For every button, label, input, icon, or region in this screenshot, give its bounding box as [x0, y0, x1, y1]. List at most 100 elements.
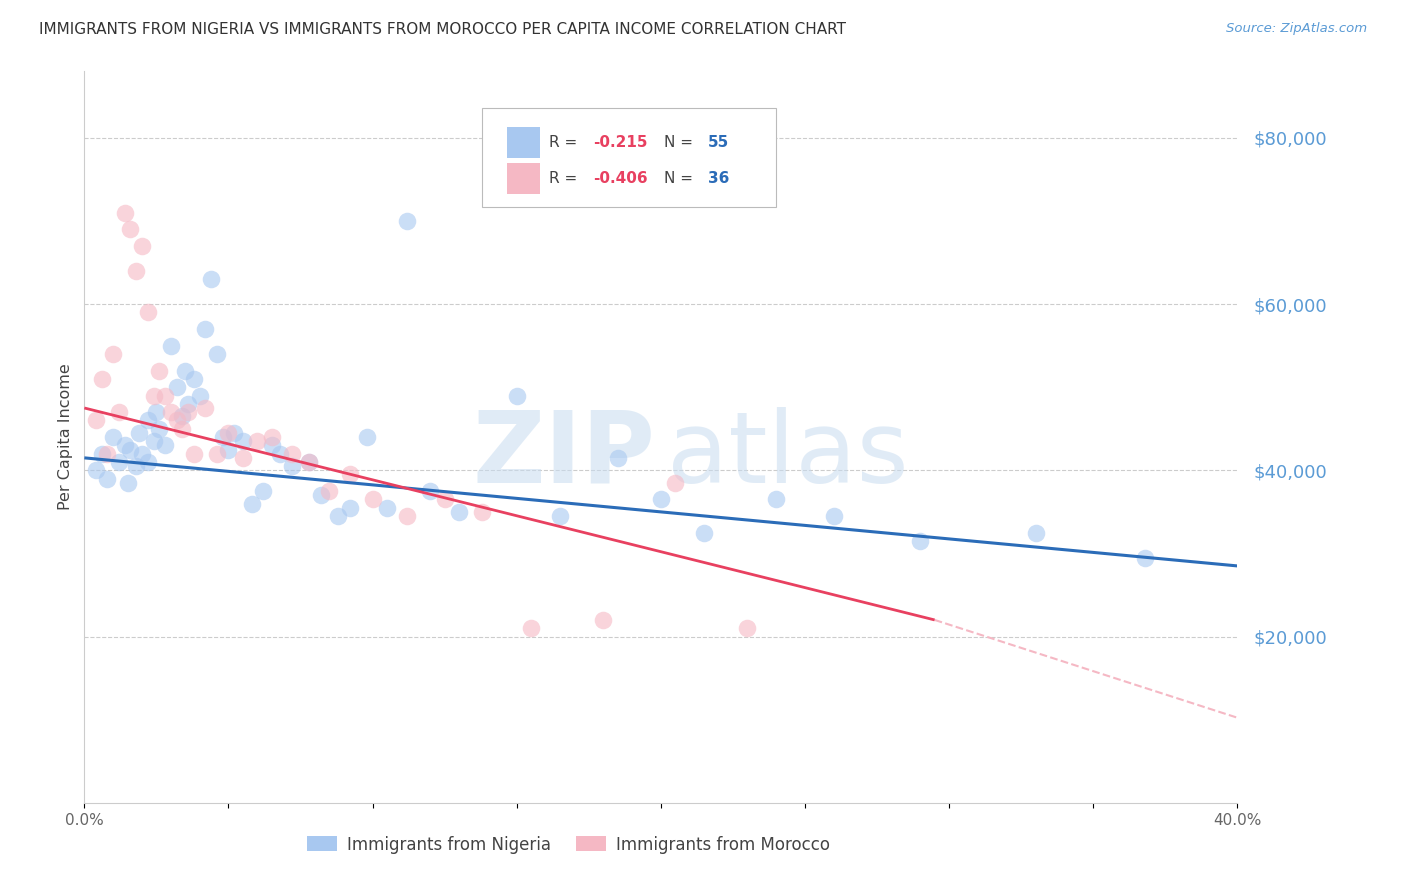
Point: [172, 422, 194, 436]
Point: [125, 264, 148, 278]
Text: IMMIGRANTS FROM NIGERIA VS IMMIGRANTS FROM MOROCCO PER CAPITA INCOME CORRELATION: IMMIGRANTS FROM NIGERIA VS IMMIGRANTS FR…: [39, 22, 846, 37]
Point: [224, 425, 246, 440]
Point: [246, 434, 269, 449]
Text: N =: N =: [664, 135, 699, 150]
Point: [218, 442, 240, 457]
Point: [90, 447, 112, 461]
Point: [117, 475, 139, 490]
Point: [166, 380, 188, 394]
Point: [172, 409, 194, 424]
Bar: [508, 163, 540, 194]
Point: [205, 347, 228, 361]
Point: [183, 447, 205, 461]
Point: [281, 447, 304, 461]
Point: [361, 492, 384, 507]
Text: R =: R =: [548, 135, 582, 150]
Point: [84, 413, 107, 427]
Point: [356, 430, 378, 444]
Text: -0.215: -0.215: [593, 135, 647, 150]
Point: [309, 488, 332, 502]
Point: [252, 484, 274, 499]
Point: [375, 500, 398, 515]
Point: [1133, 550, 1156, 565]
Point: [131, 239, 153, 253]
Point: [433, 492, 456, 507]
Text: 36: 36: [709, 171, 730, 186]
Point: [194, 322, 217, 336]
Point: [108, 405, 131, 419]
Point: [90, 372, 112, 386]
Point: [232, 450, 254, 465]
Point: [120, 442, 142, 457]
Point: [145, 405, 167, 419]
FancyBboxPatch shape: [482, 108, 776, 207]
Point: [148, 422, 170, 436]
Text: N =: N =: [664, 171, 699, 186]
Point: [326, 509, 349, 524]
Text: atlas: atlas: [666, 407, 908, 504]
Point: [910, 533, 932, 548]
Point: [592, 613, 614, 627]
Point: [166, 413, 188, 427]
Point: [1025, 525, 1047, 540]
Point: [205, 447, 228, 461]
Point: [131, 447, 153, 461]
Point: [664, 475, 686, 490]
Point: [108, 455, 131, 469]
Point: [298, 455, 321, 469]
Bar: [508, 127, 540, 158]
Point: [269, 447, 291, 461]
Point: [177, 397, 200, 411]
Point: [160, 338, 183, 352]
Point: [520, 621, 543, 635]
Point: [318, 484, 340, 499]
Point: [128, 425, 150, 440]
Point: [765, 492, 787, 507]
Text: 55: 55: [709, 135, 730, 150]
Point: [260, 430, 283, 444]
Point: [103, 347, 124, 361]
Point: [506, 388, 529, 402]
Point: [153, 438, 176, 452]
Point: [339, 500, 361, 515]
Point: [200, 272, 222, 286]
Legend: Immigrants from Nigeria, Immigrants from Morocco: Immigrants from Nigeria, Immigrants from…: [301, 829, 837, 860]
Point: [120, 222, 142, 236]
Point: [650, 492, 672, 507]
Point: [218, 425, 240, 440]
Point: [188, 388, 211, 402]
Point: [823, 509, 845, 524]
Point: [114, 205, 136, 219]
Point: [125, 459, 148, 474]
Point: [153, 388, 176, 402]
Point: [174, 363, 197, 377]
Point: [142, 434, 165, 449]
Point: [96, 472, 118, 486]
Point: [148, 363, 170, 377]
Text: R =: R =: [548, 171, 582, 186]
Y-axis label: Per Capita Income: Per Capita Income: [58, 364, 73, 510]
Point: [396, 509, 419, 524]
Point: [114, 438, 136, 452]
Point: [96, 447, 118, 461]
Point: [693, 525, 716, 540]
Point: [548, 509, 571, 524]
Point: [260, 438, 283, 452]
Point: [240, 497, 263, 511]
Point: [136, 455, 159, 469]
Point: [606, 450, 628, 465]
Point: [103, 430, 124, 444]
Point: [281, 459, 304, 474]
Point: [211, 430, 233, 444]
Point: [232, 434, 254, 449]
Point: [298, 455, 321, 469]
Point: [737, 621, 759, 635]
Point: [177, 405, 200, 419]
Text: ZIP: ZIP: [472, 407, 655, 504]
Point: [449, 505, 471, 519]
Point: [419, 484, 441, 499]
Text: -0.406: -0.406: [593, 171, 647, 186]
Point: [160, 405, 183, 419]
Point: [84, 463, 107, 477]
Point: [194, 401, 217, 415]
